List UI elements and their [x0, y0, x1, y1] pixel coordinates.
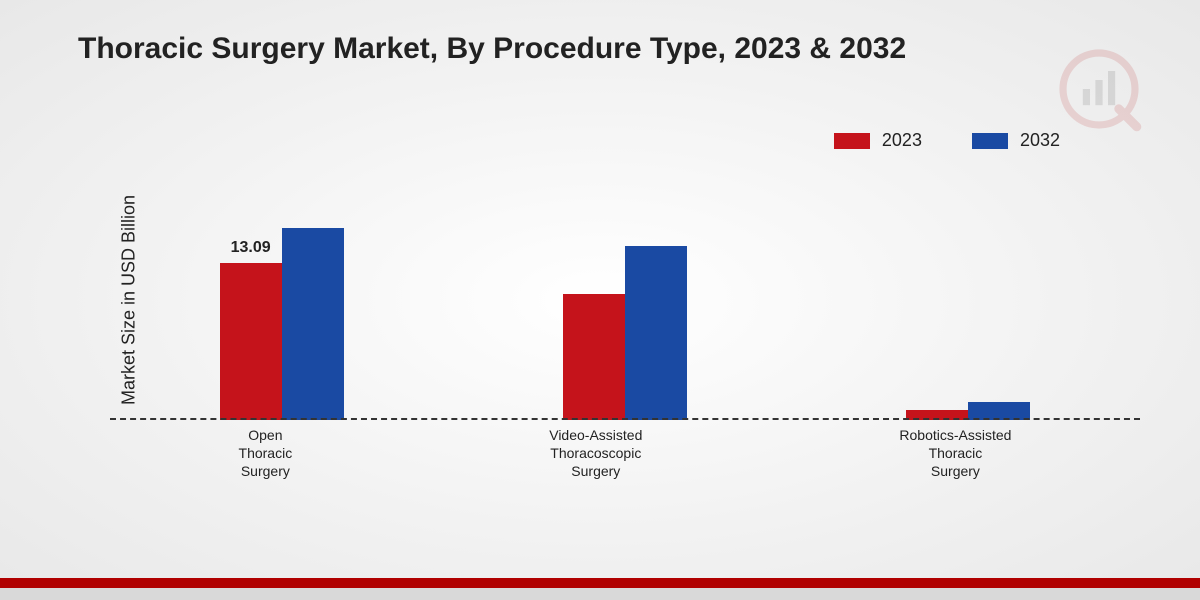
x-axis-category-label: Robotics-Assisted Thoracic Surgery: [899, 420, 1011, 480]
footer-accent-bar: [0, 578, 1200, 588]
legend-label-2032: 2032: [1020, 130, 1060, 151]
watermark-logo: [1054, 44, 1144, 134]
bar-2032: [625, 246, 687, 420]
bar-group: [563, 246, 687, 420]
legend-swatch-2032: [972, 133, 1008, 149]
x-axis-labels: Open Thoracic Surgery Video-Assisted Thor…: [110, 420, 1140, 480]
bar-2023: 13.09: [220, 263, 282, 420]
legend: 2023 2032: [834, 130, 1060, 151]
bar-groups: 13.09: [110, 180, 1140, 420]
x-axis-category-label: Open Thoracic Surgery: [239, 420, 293, 480]
bar-value-label: 13.09: [231, 239, 271, 257]
legend-label-2023: 2023: [882, 130, 922, 151]
x-axis-category-label: Video-Assisted Thoracoscopic Surgery: [549, 420, 642, 480]
legend-item-2023: 2023: [834, 130, 922, 151]
bar-2023: [563, 294, 625, 420]
legend-swatch-2023: [834, 133, 870, 149]
chart-plot-area: 13.09 Open Thoracic Surgery Video-Assiste…: [110, 180, 1140, 480]
chart-title: Thoracic Surgery Market, By Procedure Ty…: [78, 32, 906, 66]
bar-2032: [282, 228, 344, 420]
footer-light-bar: [0, 588, 1200, 600]
legend-item-2032: 2032: [972, 130, 1060, 151]
bar-group: 13.09: [220, 228, 344, 420]
